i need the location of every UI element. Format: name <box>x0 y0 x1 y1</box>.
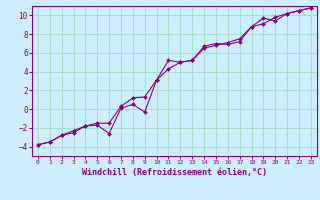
X-axis label: Windchill (Refroidissement éolien,°C): Windchill (Refroidissement éolien,°C) <box>82 168 267 177</box>
